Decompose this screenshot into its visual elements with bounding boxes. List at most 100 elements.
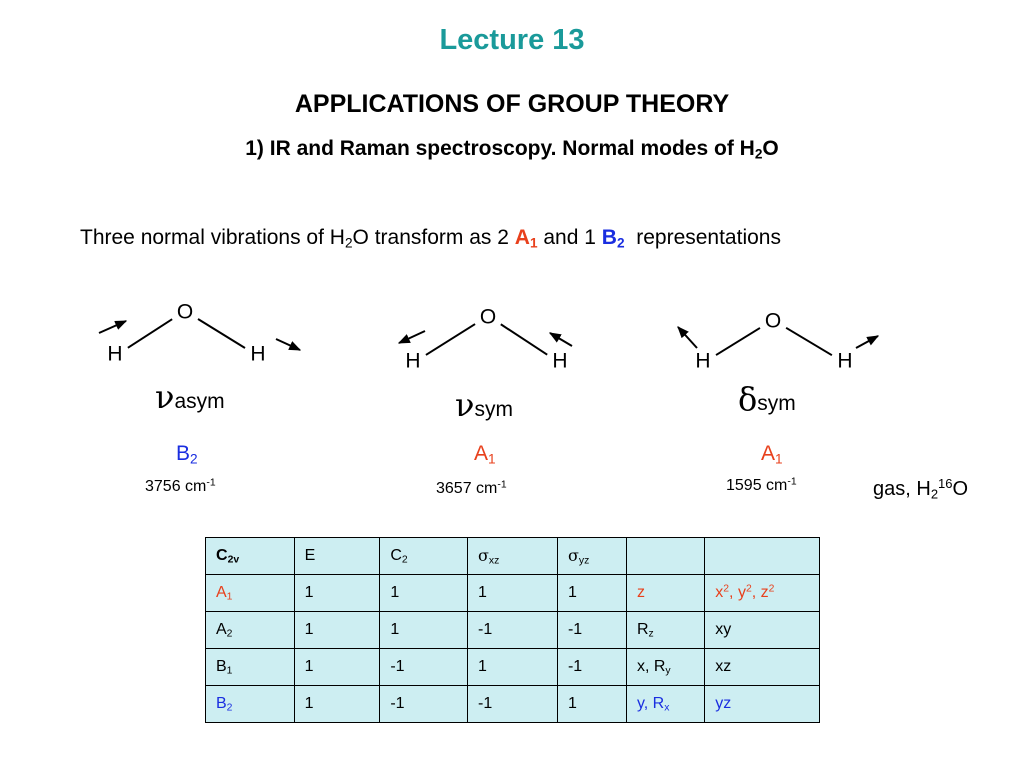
text-part: -1 — [567, 621, 583, 638]
text-part: 2 — [930, 486, 939, 502]
text-part: 1) IR and Raman spectroscopy. Normal mod… — [245, 137, 755, 160]
table-row: B1 1 -1 1 -1 x, Ry xz — [205, 648, 820, 686]
table-cell: 1 — [293, 611, 381, 649]
text-part: xz — [488, 555, 500, 567]
arrow — [855, 335, 880, 349]
table-cell: -1 — [556, 648, 627, 686]
atom: O — [177, 301, 193, 324]
text-part: C — [216, 547, 228, 564]
text-part: x — [664, 702, 670, 714]
text-part: x, R — [636, 658, 666, 675]
text-part: 2 — [616, 235, 625, 251]
text-part: 2 — [344, 235, 353, 251]
text-part: B — [601, 226, 617, 249]
mode-symbol: νasym — [155, 378, 225, 416]
text-part: 1 — [390, 584, 400, 601]
table-row: A2 1 1 -1 -1 Rz xy — [205, 611, 820, 649]
irrep-b: B2 — [601, 226, 625, 251]
text-part: gas, H — [873, 478, 931, 500]
text-part: O transform as 2 — [352, 226, 515, 249]
text-part: A — [761, 442, 776, 465]
text-part: xy — [715, 621, 732, 638]
text-part: 1 — [304, 621, 314, 638]
table-row: B2 1 -1 -1 1 y, Rx yz — [205, 685, 820, 723]
atom: H — [552, 350, 567, 373]
text-part: 1 — [390, 621, 400, 638]
header-row: C2v E C2 σxz σyz — [205, 537, 820, 575]
text-part: 1 — [775, 451, 783, 467]
heading: APPLICATIONS OF GROUP THEORY — [294, 90, 730, 118]
text-part: 3657 cm — [436, 480, 498, 497]
title: Lecture 13 — [439, 24, 585, 56]
irrep: B2 — [176, 442, 198, 466]
symbol: ν — [455, 386, 475, 424]
subheading: 1) IR and Raman spectroscopy. Normal mod… — [0, 137, 1024, 161]
header-cell: C2 — [379, 537, 468, 575]
text-part: O — [762, 137, 779, 160]
table-cell: 1 — [379, 611, 468, 649]
text-part: R — [636, 621, 649, 638]
text-part: 2 — [226, 702, 233, 714]
symbol: δ — [738, 380, 758, 418]
table-row: A1 1 1 1 1 z x2, y2, z2 — [205, 574, 820, 612]
table-cell: 1 — [556, 574, 627, 612]
text-part: 1 — [567, 584, 577, 601]
text-part: y — [665, 665, 671, 677]
text-part: -1 — [390, 658, 405, 675]
table-cell: 1 — [466, 648, 558, 686]
table-cell: A2 — [205, 611, 295, 649]
text-part: 1 — [477, 658, 487, 675]
table-cell: 1 — [293, 648, 381, 686]
text-part: Three normal vibrations of H — [80, 226, 345, 249]
text-part: σ — [477, 546, 489, 565]
bond — [127, 318, 173, 349]
text-part: z — [648, 628, 654, 640]
table-cell: yz — [704, 685, 820, 723]
text-part: B — [216, 695, 227, 712]
table-cell: B2 — [205, 685, 295, 723]
note: gas, H216O — [873, 475, 969, 502]
atom: O — [765, 310, 781, 333]
text-part: O — [952, 478, 969, 500]
text-part: 2 — [768, 583, 775, 595]
table-cell: A1 — [205, 574, 295, 612]
symbol-sub: asym — [174, 390, 225, 413]
mode-symbol: νsym — [455, 386, 513, 424]
symbol-sub: sym — [474, 398, 513, 421]
text-part: E — [304, 547, 316, 564]
text-part: 1 — [477, 584, 487, 601]
arrow — [397, 330, 426, 344]
text-part: 1 — [226, 591, 233, 603]
atom: O — [480, 306, 496, 329]
table-cell: z — [625, 574, 706, 612]
arrow — [275, 338, 302, 351]
table-cell: xz — [704, 648, 820, 686]
text-part: -1 — [567, 658, 583, 675]
table-cell: 1 — [379, 574, 468, 612]
intro-text: Three normal vibrations of H2O transform… — [80, 226, 515, 251]
text-part: yz — [578, 555, 590, 567]
text-part: A — [514, 226, 530, 249]
text-part: C — [390, 547, 402, 564]
text-part: 16 — [938, 475, 953, 491]
text-part: 2 — [190, 451, 198, 467]
text-part: A — [216, 584, 227, 601]
irrep: A1 — [761, 442, 783, 466]
text-part: yz — [715, 695, 732, 712]
text-part: 1595 cm — [726, 477, 788, 494]
text-part: σ — [567, 546, 579, 565]
atom: H — [837, 350, 852, 373]
header-cell: σyz — [556, 537, 627, 575]
text-part: 2 — [745, 583, 752, 595]
table-cell: xy — [704, 611, 820, 649]
table-cell: 1 — [466, 574, 558, 612]
irrep-a: A1 — [514, 226, 538, 251]
table-cell: 1 — [556, 685, 627, 723]
intro-end: representations — [636, 226, 781, 249]
text-part: -1 — [787, 476, 797, 488]
table-cell: -1 — [556, 611, 627, 649]
text-part: 1 — [529, 235, 538, 251]
text-part: 2 — [226, 628, 233, 640]
irrep: A1 — [474, 442, 496, 466]
header-cell: C2v — [205, 537, 295, 575]
